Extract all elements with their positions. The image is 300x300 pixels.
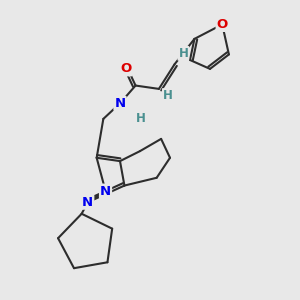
Text: H: H <box>178 47 188 60</box>
Text: H: H <box>136 112 146 125</box>
Text: H: H <box>163 89 173 102</box>
Text: N: N <box>100 184 111 198</box>
Text: O: O <box>120 62 131 75</box>
Text: O: O <box>217 18 228 31</box>
Text: N: N <box>82 196 93 209</box>
Text: N: N <box>114 97 126 110</box>
